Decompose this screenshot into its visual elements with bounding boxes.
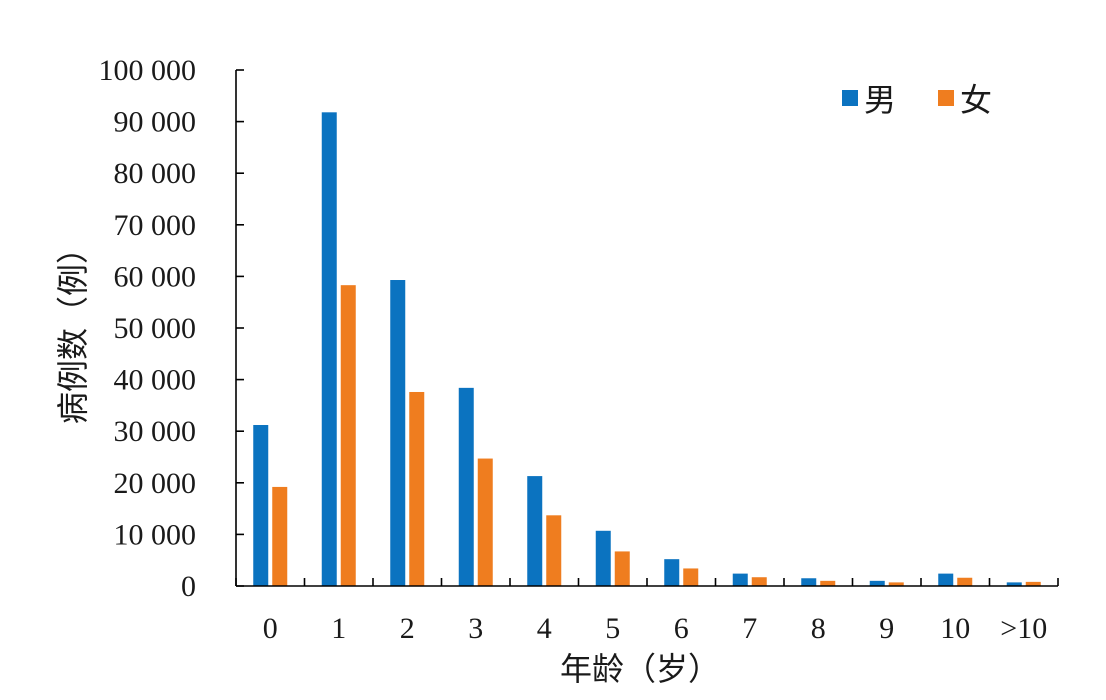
bar-male-6 — [664, 559, 680, 586]
bar-male-5 — [595, 530, 611, 586]
x-tick-label: 8 — [811, 612, 826, 645]
x-tick-label: 0 — [263, 612, 278, 645]
y-tick-label: 50 000 — [114, 312, 197, 345]
bar-male-10 — [938, 573, 954, 586]
legend-swatch-female — [938, 90, 954, 106]
bar-female-4 — [546, 515, 562, 586]
x-tick-label: 5 — [605, 612, 620, 645]
y-tick-label: 60 000 — [114, 260, 197, 293]
y-tick-label: 10 000 — [114, 518, 197, 551]
legend: 男 女 — [842, 82, 992, 118]
bar-female-5 — [614, 551, 630, 586]
bar-male-3 — [458, 387, 474, 586]
legend-label-female: 女 — [960, 82, 992, 118]
bar-female-7 — [751, 577, 767, 586]
x-axis-title: 年龄（岁） — [560, 651, 720, 687]
bar-male-0 — [253, 425, 269, 586]
bar-male-8 — [801, 578, 817, 586]
x-tick-label: 2 — [400, 612, 415, 645]
y-tick-label: 40 000 — [114, 364, 197, 397]
y-tick-label: 0 — [181, 570, 196, 603]
bar-female-0 — [272, 486, 288, 586]
y-tick-label: 20 000 — [114, 467, 197, 500]
axes-group — [235, 70, 1058, 587]
bar-female-8 — [820, 580, 836, 586]
y-tick-label: 90 000 — [114, 106, 197, 139]
bar-male-9 — [869, 580, 885, 586]
y-tick-label: 30 000 — [114, 415, 197, 448]
x-tick-label: 4 — [537, 612, 552, 645]
bar-male-1 — [321, 112, 337, 586]
bar-female-11 — [1025, 581, 1041, 586]
bar-male-11 — [1006, 582, 1022, 586]
bar-female-6 — [683, 568, 699, 586]
bar-female-10 — [957, 577, 973, 586]
x-tick-label: 7 — [742, 612, 757, 645]
bar-male-7 — [732, 573, 748, 586]
bars-group — [253, 112, 1041, 586]
x-tick-label: 9 — [879, 612, 894, 645]
y-tick-label: 70 000 — [114, 209, 197, 242]
y-tick-label: 100 000 — [99, 54, 197, 87]
bar-female-3 — [477, 458, 493, 586]
y-axis-title: 病例数（例） — [55, 232, 91, 424]
bar-male-4 — [527, 476, 543, 586]
y-tick-label: 80 000 — [114, 157, 197, 190]
x-tick-label: 1 — [331, 612, 346, 645]
x-tick-label: 10 — [940, 612, 970, 645]
x-tick-label: >10 — [1000, 612, 1047, 645]
bar-female-1 — [340, 285, 356, 586]
bar-female-2 — [409, 391, 425, 586]
bar-female-9 — [888, 582, 904, 586]
legend-swatch-male — [842, 90, 858, 106]
y-ticks-group: 0 10 000 20 000 30 000 40 000 50 000 60 000 70 … — [99, 54, 244, 603]
x-tick-label: 3 — [468, 612, 483, 645]
x-tick-label: 6 — [674, 612, 689, 645]
legend-label-male: 男 — [864, 82, 896, 118]
bar-male-2 — [390, 280, 406, 586]
x-ticks-group: 0 1 2 3 4 5 6 7 8 9 10 >10 — [235, 578, 1059, 645]
